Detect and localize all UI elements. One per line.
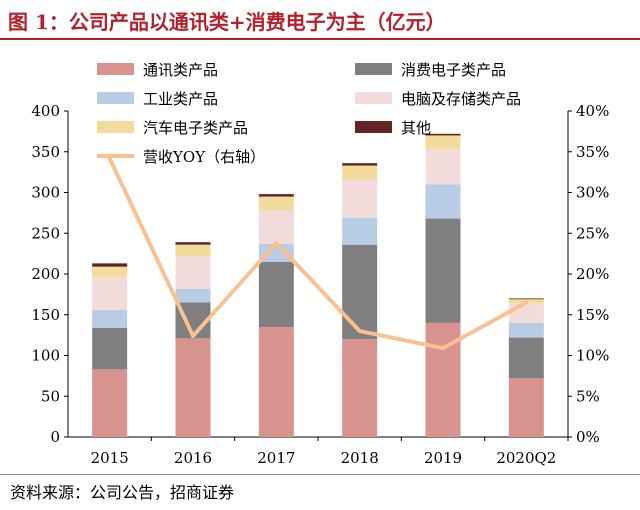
legend-swatch (355, 92, 392, 104)
legend-label: 营收YOY（右轴） (143, 148, 265, 166)
title-divider (0, 38, 640, 40)
bar-segment (92, 263, 128, 267)
bar-segment (342, 165, 378, 180)
yoy-point (191, 333, 195, 338)
yoy-point (274, 241, 279, 246)
yoy-point (357, 329, 362, 334)
bar-segment (508, 303, 544, 323)
bar-segment (258, 243, 294, 262)
legend-swatch (355, 63, 392, 75)
y2-tick-label: 35% (576, 143, 609, 161)
y-tick-label: 300 (31, 184, 60, 202)
bar-segment (342, 244, 378, 340)
legend-swatch (97, 92, 134, 104)
legend-label: 工业类产品 (143, 90, 218, 108)
y-tick-label: 150 (31, 306, 60, 324)
bar-segment (425, 149, 461, 185)
bar-segment (342, 339, 378, 437)
bar-segment (258, 210, 294, 244)
bar-segment (175, 256, 211, 289)
bar-segment (92, 277, 128, 310)
x-tick-label: 2017 (257, 449, 295, 467)
legend-label: 汽车电子类产品 (143, 119, 248, 137)
y2-tick-label: 5% (576, 387, 600, 405)
bar-segment (175, 288, 211, 303)
bar-segment (92, 327, 128, 370)
yoy-line (107, 157, 528, 351)
bar-segment (258, 196, 294, 211)
bar-segment (175, 338, 211, 437)
y-tick-label: 100 (31, 347, 60, 365)
bar-segment (342, 217, 378, 245)
bar-segment (258, 194, 294, 197)
legend-swatch (97, 63, 134, 75)
source-note: 资料来源：公司公告，招商证券 (10, 483, 235, 502)
legend-swatch (97, 121, 134, 133)
y2-tick-label: 20% (576, 265, 609, 283)
y2-tick-label: 25% (576, 224, 609, 242)
bar-segment (175, 242, 211, 245)
y-tick-label: 0 (50, 428, 60, 446)
bar-segment (92, 369, 128, 437)
legend-label: 其他 (401, 119, 431, 137)
bar-segment (425, 133, 461, 136)
yoy-point (441, 346, 445, 351)
x-tick-label: 2015 (91, 449, 129, 467)
y2-tick-label: 0% (576, 428, 600, 446)
y-tick-label: 200 (31, 265, 60, 283)
legend-swatch (355, 121, 392, 133)
bar-segment (342, 163, 378, 166)
y2-tick-label: 40% (576, 102, 609, 120)
bar-segment (175, 244, 211, 257)
bar-segment (425, 135, 461, 150)
bar-segment (342, 179, 378, 218)
y-tick-label: 400 (31, 102, 60, 120)
y-tick-label: 350 (31, 143, 60, 161)
bar-segment (508, 298, 544, 300)
y-tick-label: 250 (31, 224, 60, 242)
bar-segment (92, 309, 128, 328)
bar-segment (425, 184, 461, 219)
legend-label: 消费电子类产品 (401, 61, 506, 79)
legend-label: 电脑及存储类产品 (401, 90, 521, 108)
bar-segment (258, 326, 294, 437)
y2-tick-label: 10% (576, 347, 609, 365)
bar-segment (425, 218, 461, 323)
yoy-point (524, 300, 529, 305)
y-tick-label: 50 (41, 387, 60, 405)
x-tick-label: 2020Q2 (496, 449, 556, 467)
stacked-bar-chart: 0 50 100 150 200 250 300 350 400 0% 5% 10% 15% 20% 25%… (31, 61, 609, 467)
y2-tick-label: 15% (576, 306, 609, 324)
y2-tick-label: 30% (576, 184, 609, 202)
footer-divider (0, 474, 640, 475)
bar-segment (258, 261, 294, 327)
x-tick-label: 2018 (341, 449, 379, 467)
legend-label: 通讯类产品 (143, 61, 218, 79)
chart-title: 图 1：公司产品以通讯类+消费电子为主（亿元） (8, 10, 446, 34)
bar-segment (92, 266, 128, 278)
x-tick-label: 2016 (174, 449, 212, 467)
bar-segment (508, 322, 544, 338)
x-tick-label: 2019 (424, 449, 462, 467)
bar-segment (508, 337, 544, 379)
bar-segment (508, 378, 544, 437)
